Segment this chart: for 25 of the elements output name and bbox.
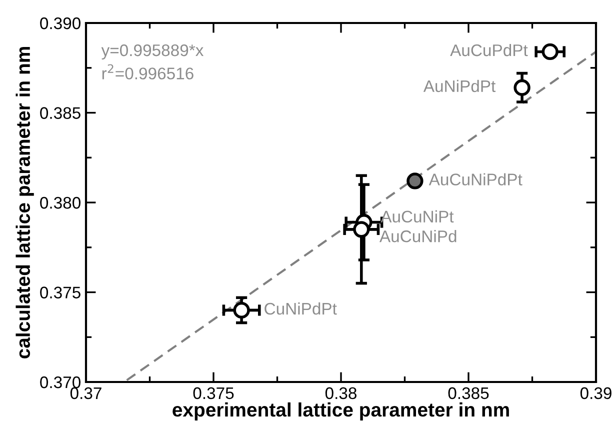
y-tick-label: 0.385 <box>40 107 80 119</box>
y-tick-label: 0.380 <box>40 196 80 209</box>
annotation: AuCuNiPd <box>379 230 456 242</box>
point <box>233 302 250 319</box>
annotation: AuCuPdPt <box>450 44 528 56</box>
x-tick-label: 0.375 <box>193 387 234 400</box>
x-tick-label: 0.38 <box>325 387 356 400</box>
x-tick-label: 0.37 <box>70 387 102 400</box>
y-tick-label: 0.370 <box>40 376 80 388</box>
y-axis-title: calculated lattice parameter in nm <box>16 47 34 358</box>
point <box>353 221 370 238</box>
point <box>542 43 558 60</box>
y-tick-label: 0.390 <box>40 17 80 30</box>
y-tick-label: 0.375 <box>40 286 80 298</box>
point <box>406 172 424 190</box>
x-axis-title: experimental lattice parameter in nm <box>172 402 509 421</box>
annotation: y=0.995889*x <box>101 44 204 60</box>
annotation: AuNiPdPt <box>423 80 496 92</box>
point <box>514 79 530 96</box>
annotation: AuCuNiPdPt <box>428 173 522 186</box>
x-tick-label: 0.385 <box>448 387 489 400</box>
annotation: AuCuNiPt <box>380 210 454 223</box>
x-tick-label: 0.39 <box>580 387 612 400</box>
annotation: CuNiPdPt <box>264 302 337 315</box>
annotation: r$^{2}$=0.996516 <box>102 64 194 80</box>
